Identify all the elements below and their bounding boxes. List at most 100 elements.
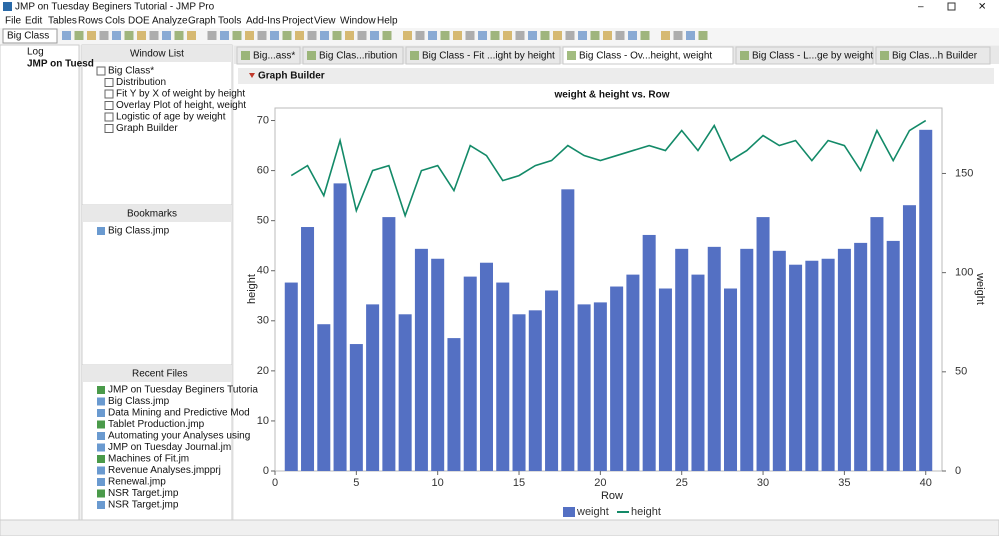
toolbar-icon[interactable] xyxy=(124,31,134,40)
tab[interactable] xyxy=(236,46,301,65)
toolbar-icon[interactable] xyxy=(615,31,625,40)
tree-item[interactable]: JMP on Tuesd xyxy=(27,59,94,70)
toolbar-icon[interactable] xyxy=(174,31,184,40)
toolbar-icon[interactable] xyxy=(698,31,708,40)
window-list-item[interactable]: Distribution xyxy=(116,77,166,88)
toolbar-icon[interactable] xyxy=(661,31,670,40)
toolbar-icon[interactable] xyxy=(207,31,217,40)
tab-label[interactable]: Big...ass* xyxy=(253,51,295,62)
toolbar-icon[interactable] xyxy=(603,31,612,40)
table-selector[interactable] xyxy=(2,28,58,44)
toolbar-icon[interactable] xyxy=(640,31,650,40)
toolbar-icon[interactable] xyxy=(270,31,279,40)
tab-label[interactable]: Big Class - Fit ...ight by height xyxy=(422,51,555,62)
menu-item[interactable]: Add-Ins xyxy=(246,16,280,27)
menu-item[interactable]: Tables xyxy=(48,16,77,27)
toolbar-icon[interactable] xyxy=(112,31,121,40)
toolbar-icon[interactable] xyxy=(515,31,525,40)
menu-item[interactable]: File xyxy=(5,16,22,27)
tab[interactable] xyxy=(735,46,874,65)
toolbar-icon[interactable] xyxy=(686,31,695,40)
recent-file[interactable]: Machines of Fit.jm xyxy=(108,454,189,465)
toolbar-icon[interactable] xyxy=(428,31,437,40)
toolbar-icon[interactable] xyxy=(149,31,159,40)
recent-file[interactable]: NSR Target.jmp xyxy=(108,500,179,511)
tab[interactable] xyxy=(562,46,734,65)
menu-item[interactable]: Rows xyxy=(78,16,103,27)
recent-file[interactable]: Automating your Analyses using xyxy=(108,431,250,442)
recent-file[interactable]: Data Mining and Predictive Mod xyxy=(108,408,250,419)
tab-label[interactable]: Big Clas...ribution xyxy=(319,51,397,62)
window-list-item[interactable]: Fit Y by X of weight by height xyxy=(116,89,245,100)
disclosure-icon[interactable] xyxy=(249,73,255,78)
toolbar-icon[interactable] xyxy=(553,31,562,40)
tab[interactable] xyxy=(875,46,991,65)
toolbar-icon[interactable] xyxy=(74,31,84,40)
toolbar-icon[interactable] xyxy=(320,31,329,40)
toolbar-icon[interactable] xyxy=(415,31,425,40)
toolbar-icon[interactable] xyxy=(565,31,575,40)
menu-item[interactable]: Cols xyxy=(105,16,125,27)
tab[interactable] xyxy=(302,46,404,65)
maximize[interactable] xyxy=(947,2,956,11)
toolbar-icon[interactable] xyxy=(307,31,317,40)
toolbar-icon[interactable] xyxy=(403,31,412,40)
tree-item[interactable]: Log xyxy=(27,47,44,58)
menu-item[interactable]: Tools xyxy=(218,16,241,27)
menu-item[interactable]: Window xyxy=(340,16,376,27)
toolbar-icon[interactable] xyxy=(137,31,146,40)
toolbar-icon[interactable] xyxy=(478,31,487,40)
recent-file[interactable]: JMP on Tuesday Beginers Tutoria xyxy=(108,385,258,396)
toolbar-icon[interactable] xyxy=(357,31,367,40)
toolbar-icon[interactable] xyxy=(87,31,96,40)
toolbar-icon[interactable] xyxy=(673,31,683,40)
menu-item[interactable]: Edit xyxy=(25,16,42,27)
menu-item[interactable]: DOE xyxy=(128,16,150,27)
toolbar-icon[interactable] xyxy=(370,31,379,40)
toolbar-icon[interactable] xyxy=(382,31,392,40)
toolbar-icon[interactable] xyxy=(578,31,587,40)
menu-item[interactable]: Graph xyxy=(188,16,216,27)
recent-file[interactable]: Revenue Analyses.jmpprj xyxy=(108,465,221,476)
recent-file[interactable]: Big Class.jmp xyxy=(108,396,170,407)
toolbar-icon[interactable] xyxy=(345,31,354,40)
window-list-item[interactable]: Overlay Plot of height, weight xyxy=(116,100,246,111)
toolbar-icon[interactable] xyxy=(245,31,254,40)
window-list-item[interactable]: Logistic of age by weight xyxy=(116,112,226,123)
toolbar-icon[interactable] xyxy=(332,31,342,40)
close[interactable]: ✕ xyxy=(978,2,986,13)
menu-item[interactable]: View xyxy=(314,16,336,27)
recent-file[interactable]: JMP on Tuesday Journal.jm xyxy=(108,442,231,453)
toolbar-icon[interactable] xyxy=(490,31,500,40)
toolbar-icon[interactable] xyxy=(187,31,196,40)
tab[interactable] xyxy=(405,46,561,65)
toolbar-icon[interactable] xyxy=(453,31,462,40)
toolbar-icon[interactable] xyxy=(465,31,475,40)
recent-file[interactable]: Renewal.jmp xyxy=(108,477,166,488)
toolbar-icon[interactable] xyxy=(232,31,242,40)
menu-item[interactable]: Project xyxy=(282,16,313,27)
window-list-item[interactable]: Graph Builder xyxy=(116,123,178,134)
menu-item[interactable]: Analyze xyxy=(152,16,188,27)
minimize[interactable]: – xyxy=(918,2,924,13)
toolbar-icon[interactable] xyxy=(540,31,550,40)
toolbar-icon[interactable] xyxy=(503,31,512,40)
toolbar-icon[interactable] xyxy=(282,31,292,40)
window-list-item[interactable]: Big Class* xyxy=(108,66,154,77)
menu-item[interactable]: Help xyxy=(377,16,398,27)
tab-label[interactable]: Big Class - L...ge by weight xyxy=(752,51,873,62)
toolbar-icon[interactable] xyxy=(440,31,450,40)
toolbar-icon[interactable] xyxy=(220,31,229,40)
tab-label[interactable]: Big Clas...h Builder xyxy=(892,51,978,62)
toolbar-icon[interactable] xyxy=(590,31,600,40)
recent-file[interactable]: Tablet Production.jmp xyxy=(108,419,205,430)
recent-file[interactable]: NSR Target.jmp xyxy=(108,488,179,499)
toolbar-icon[interactable] xyxy=(295,31,304,40)
tab-label[interactable]: Big Class - Ov...height, weight xyxy=(579,51,712,62)
bookmark-item[interactable]: Big Class.jmp xyxy=(108,226,170,237)
toolbar-icon[interactable] xyxy=(257,31,267,40)
toolbar-icon[interactable] xyxy=(162,31,171,40)
toolbar-icon[interactable] xyxy=(528,31,537,40)
toolbar-icon[interactable] xyxy=(628,31,637,40)
toolbar-icon[interactable] xyxy=(62,31,71,40)
